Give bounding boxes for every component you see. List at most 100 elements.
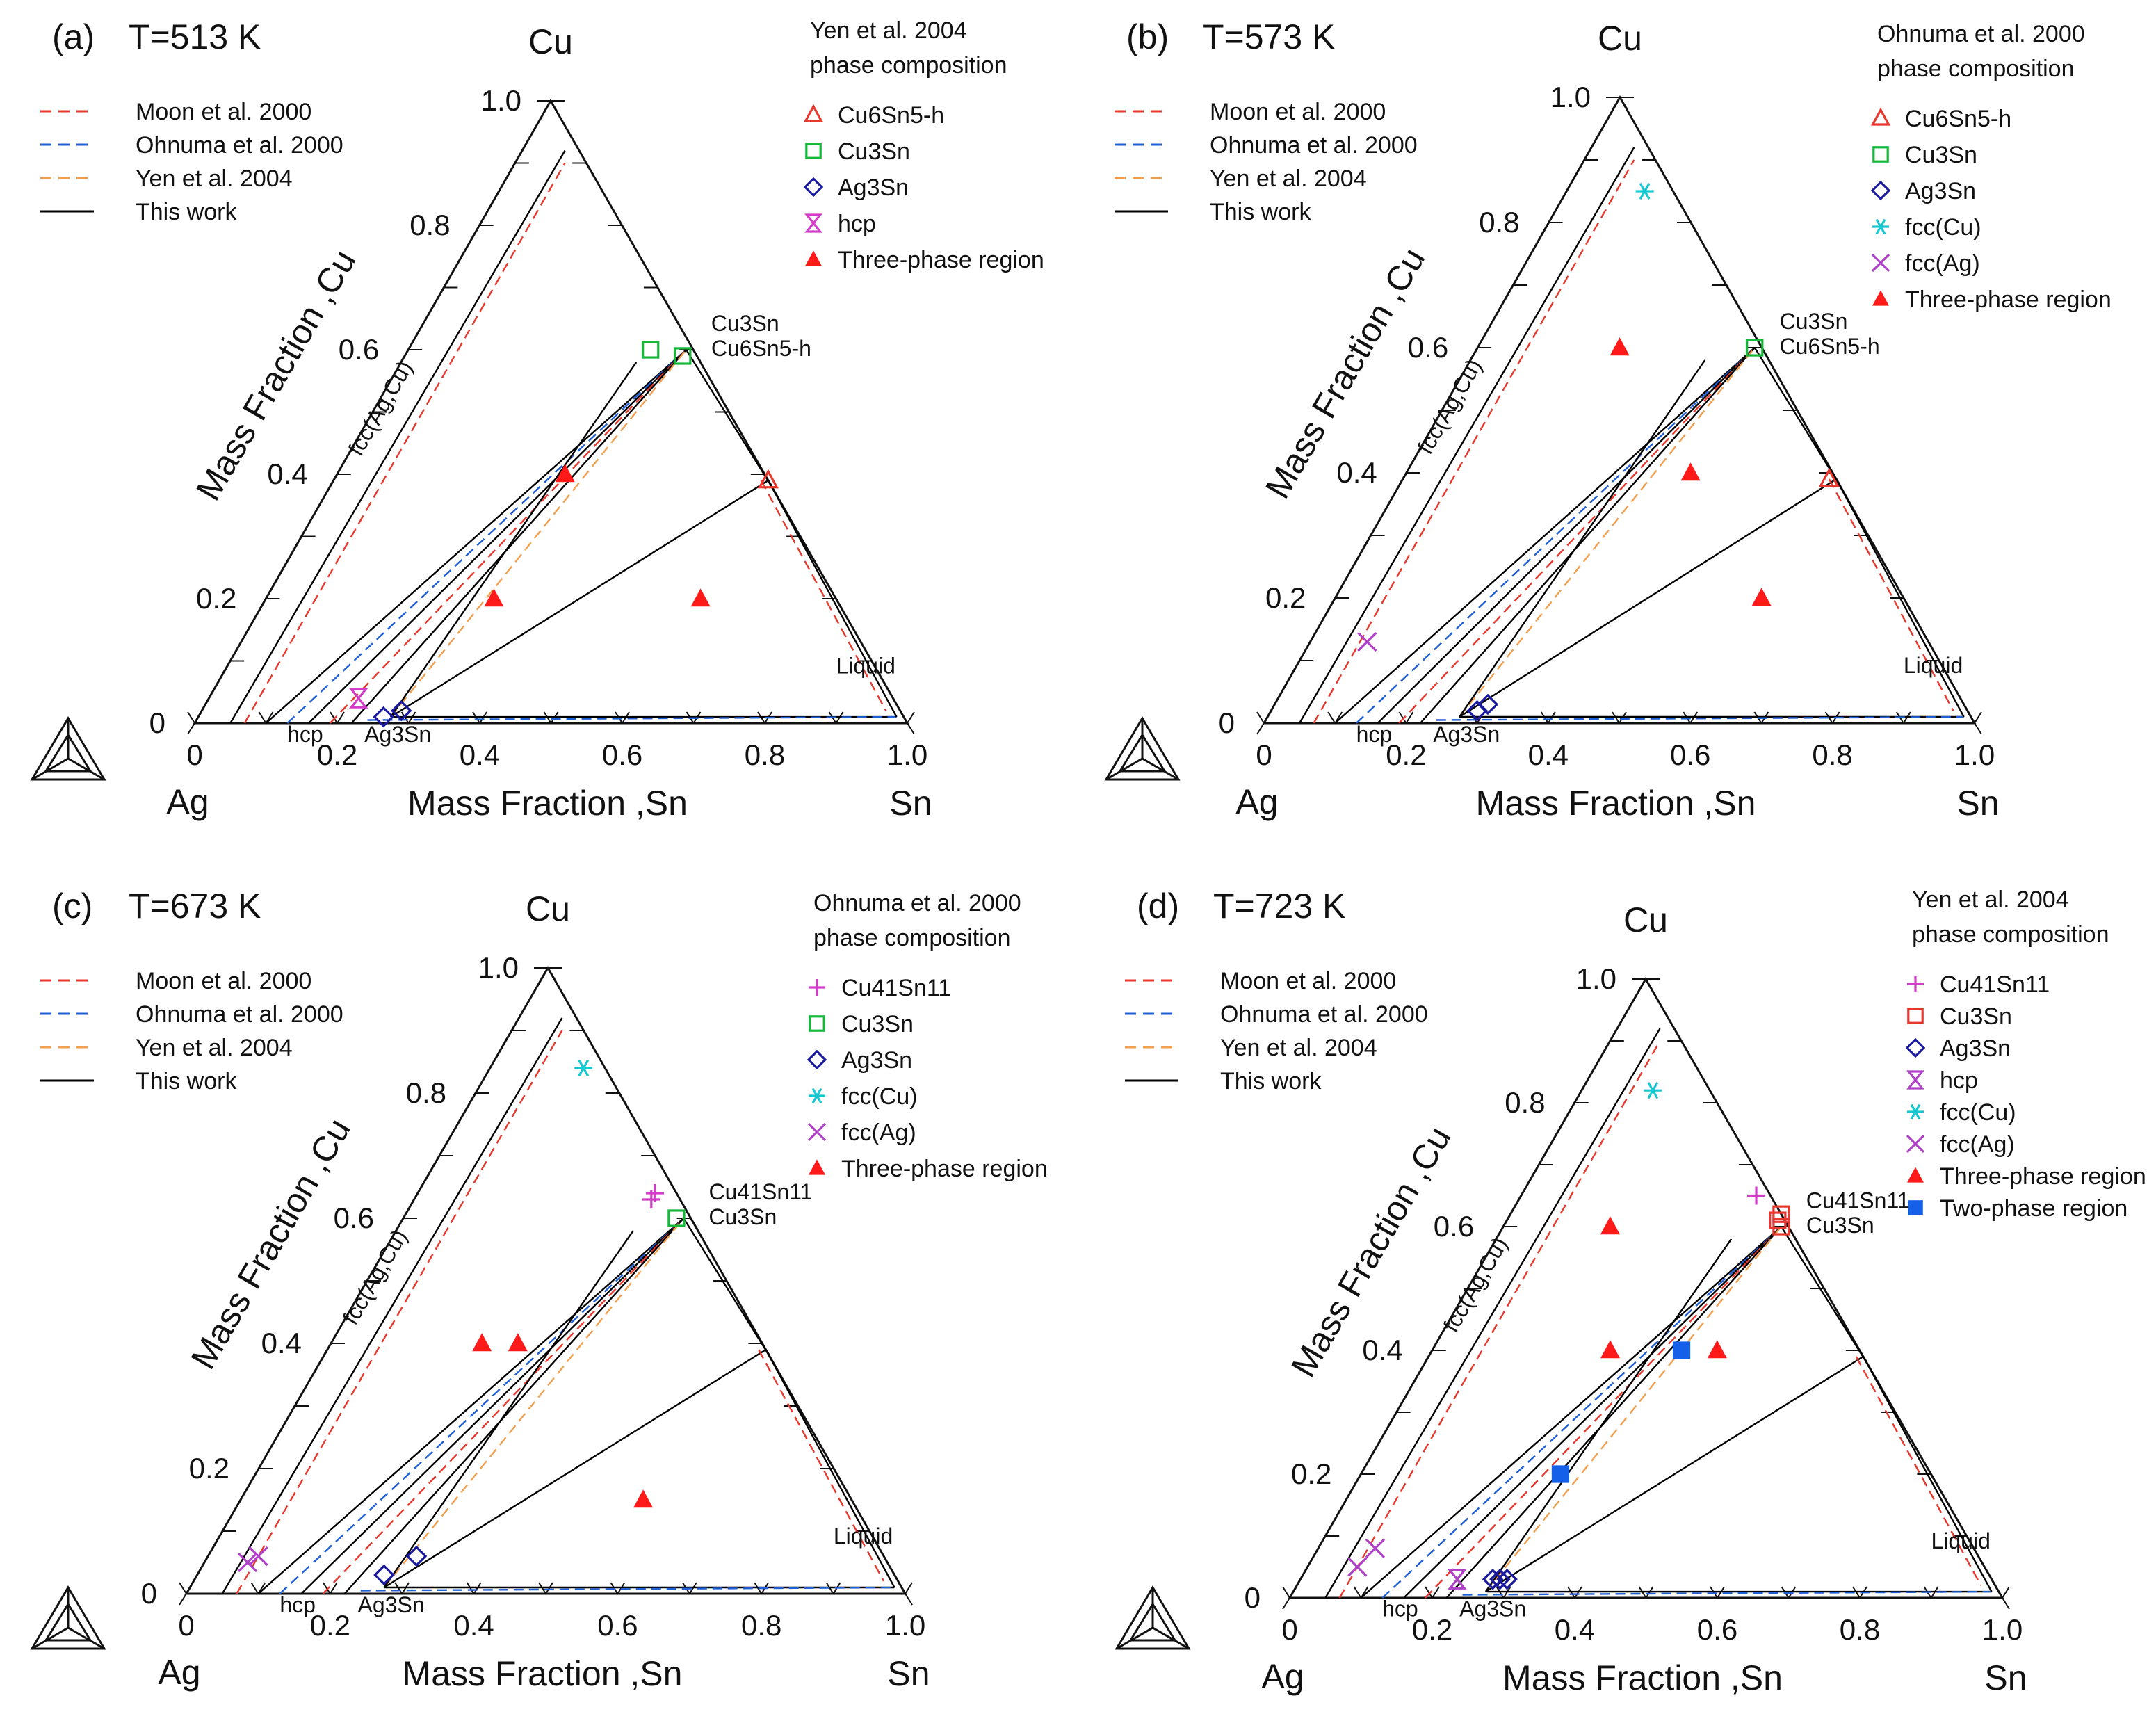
data-marker	[237, 1552, 258, 1573]
legend-marker	[1870, 107, 1891, 126]
cu-tick-label: 0.4	[267, 458, 307, 490]
phase-boundary-line	[1862, 1356, 1993, 1592]
tick-cu	[468, 1092, 489, 1105]
data-marker	[1769, 1211, 1787, 1229]
legend-line-label: Yen et al. 2004	[136, 165, 293, 192]
tick-ag	[537, 100, 558, 113]
temperature-label: T=513 K	[129, 17, 261, 56]
tick-ag	[605, 1092, 627, 1105]
tick-ag	[715, 411, 737, 424]
cu-tick-label: 0	[149, 706, 165, 739]
phase-boundary-line	[760, 480, 887, 711]
tick-cu	[1612, 97, 1634, 109]
legend-line-label: Yen et al. 2004	[1210, 165, 1367, 192]
phase-boundary-line	[221, 1017, 563, 1594]
tick-cu	[1353, 1473, 1375, 1486]
tick-sn	[250, 1582, 266, 1594]
legend-phase-label: fcc(Ag)	[1940, 1131, 2015, 1158]
vertex-cu-label: Cu	[1623, 900, 1668, 939]
tick-sn	[900, 711, 915, 724]
legend-marker	[809, 1159, 825, 1175]
phase-boundary-line	[383, 1218, 685, 1588]
legend-phase-label: Three-phase region	[1905, 286, 2112, 313]
region-label: Cu6Sn5-h	[711, 336, 811, 361]
vertex-ag-label: Ag	[1261, 1657, 1304, 1696]
sn-tick-label: 0.6	[1697, 1613, 1737, 1646]
legend-marker	[803, 104, 824, 122]
phase-boundary-line	[389, 349, 687, 718]
temperature-label: T=673 K	[129, 887, 261, 925]
tick-cu	[507, 162, 529, 175]
legend-marker	[1905, 1037, 1926, 1058]
legend-marker	[1906, 1070, 1924, 1090]
phase-boundary-line	[1780, 1226, 1868, 1364]
region-label: Ag3Sn	[1459, 1596, 1526, 1622]
cu-tick-label: 0.8	[406, 1076, 446, 1109]
composition-source: Yen et al. 2004	[810, 17, 967, 44]
cu-tick-label: 0.8	[1479, 206, 1519, 238]
legend-marker	[804, 213, 822, 233]
vertex-ag-label: Ag	[158, 1653, 200, 1692]
phase-boundary-line	[1753, 347, 1841, 486]
sn-tick-label: 1.0	[885, 1609, 925, 1642]
cu-tick-label: 0.4	[1336, 456, 1377, 489]
phase-boundary-line	[1377, 347, 1756, 724]
tick-sn	[1353, 1586, 1369, 1599]
cu-tick-label: 0.4	[1362, 1334, 1402, 1366]
phase-boundary-line	[243, 162, 566, 724]
vertex-cu-label: Cu	[526, 889, 570, 928]
phase-boundary-line	[758, 1349, 885, 1582]
legend-line-label: Moon et al. 2000	[1210, 99, 1386, 125]
thermocalc-logo-icon	[30, 1585, 106, 1650]
sn-tick-label: 0.8	[1840, 1613, 1880, 1646]
phase-boundary-line	[1419, 347, 1756, 724]
tick-ag	[1667, 1040, 1689, 1053]
panel-label: (b)	[1126, 17, 1169, 56]
data-marker	[1347, 1557, 1368, 1577]
legend-line-label: Ohnuma et al. 2000	[1220, 1001, 1428, 1028]
tick-cu	[1424, 1350, 1446, 1362]
cu-tick-label: 0.8	[410, 209, 450, 241]
region-label: fcc(Ag,Cu)	[343, 357, 418, 460]
tick-cu	[215, 1530, 236, 1543]
phase-boundary-line	[383, 1230, 634, 1588]
legend-phase-label: fcc(Cu)	[1905, 214, 1981, 241]
sn-tick-label: 0	[186, 738, 202, 771]
tick-ag	[713, 1280, 734, 1293]
legend-marker	[1872, 290, 1889, 306]
tick-cu	[1470, 347, 1492, 359]
phase-boundary-line	[390, 479, 769, 718]
phase-boundary-line	[1485, 1355, 1864, 1593]
legend-line-label: Ohnuma et al. 2000	[136, 1001, 343, 1028]
tick-sn	[1398, 711, 1414, 724]
tick-ag	[822, 598, 844, 611]
cu-tick-label: 0	[1219, 706, 1235, 739]
data-marker	[508, 1333, 528, 1352]
cu-tick-label: 1.0	[1576, 962, 1616, 995]
data-marker	[373, 1564, 395, 1586]
legend-line-label: Ohnuma et al. 2000	[136, 132, 343, 159]
legend-phase-label: Ag3Sn	[841, 1047, 912, 1074]
data-marker	[667, 1209, 686, 1227]
region-label: fcc(Ag,Cu)	[1413, 355, 1487, 458]
tick-cu	[471, 225, 494, 237]
sn-tick-label: 1.0	[1954, 738, 1995, 771]
tick-cu	[359, 1280, 381, 1293]
legend-marker	[1907, 1103, 1924, 1120]
tick-cu	[1602, 1040, 1624, 1053]
tick-cu	[436, 286, 458, 300]
legend-marker	[803, 177, 824, 197]
region-label: hcp	[279, 1592, 316, 1617]
data-marker	[674, 347, 692, 365]
cu-tick-label: 1.0	[1550, 81, 1591, 113]
phase-boundary-line	[1462, 1590, 1992, 1596]
legend-phase-label: fcc(Ag)	[1905, 250, 1980, 277]
data-marker	[1365, 1538, 1386, 1558]
cu-tick-label: 0.6	[1434, 1210, 1474, 1243]
tick-cu	[400, 349, 423, 362]
phase-boundary-line	[685, 349, 773, 487]
phase-boundary-line	[343, 1218, 685, 1594]
legend-phase-label: fcc(Cu)	[841, 1083, 918, 1110]
axis-title-sn: Mass Fraction ,Sn	[407, 784, 688, 823]
